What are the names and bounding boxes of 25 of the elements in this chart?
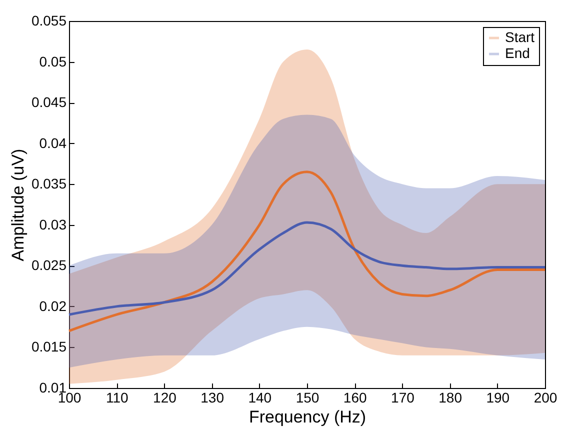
y-tick-label: 0.055	[31, 12, 67, 28]
x-tick-label: 170	[391, 390, 415, 406]
x-tick-label: 130	[200, 390, 224, 406]
y-axis-title: Amplitude (uV)	[8, 148, 28, 262]
x-tick-label: 140	[248, 390, 272, 406]
y-tick-label: 0.025	[31, 257, 67, 274]
y-tick-label: 0.015	[31, 338, 67, 355]
y-tick-label: 0.03	[39, 216, 67, 232]
y-tick-label: 0.04	[39, 134, 67, 151]
x-axis-title: Frequency (Hz)	[248, 408, 366, 426]
y-tick-label: 0.02	[39, 298, 67, 314]
x-tick-label: 160	[343, 390, 367, 406]
x-tick-label: 180	[438, 390, 462, 406]
y-tick-label: 0.05	[39, 53, 67, 70]
line-series	[68, 170, 546, 332]
x-tick-label: 120	[153, 390, 177, 406]
x-tick-label: 200	[534, 390, 558, 406]
x-tick-label: 190	[486, 390, 510, 406]
x-tick-label: 150	[296, 390, 320, 406]
x-tick-label: 110	[106, 390, 128, 406]
y-tick-label: 0.045	[31, 94, 67, 110]
line-series	[68, 221, 546, 316]
legend-label: Start	[505, 29, 535, 45]
legend-label: End	[505, 45, 530, 61]
y-tick-label: 0.035	[31, 176, 67, 192]
